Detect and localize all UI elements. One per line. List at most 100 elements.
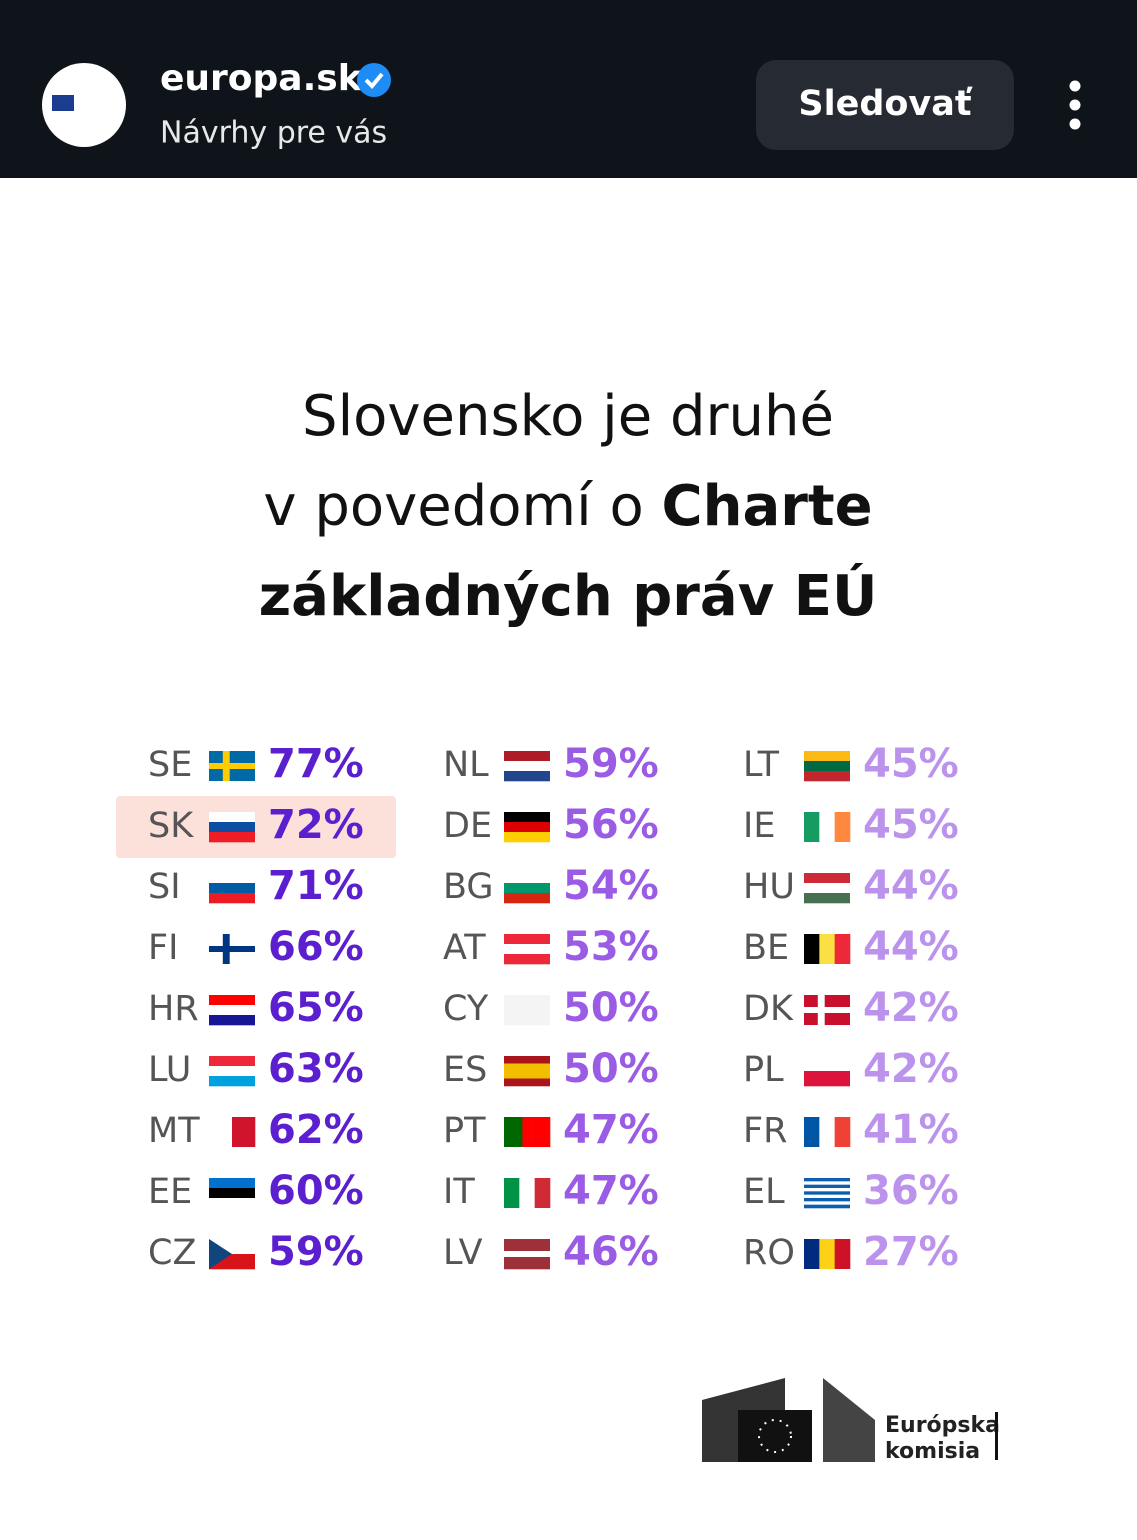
percentage: 42% xyxy=(863,985,959,1031)
account-subtitle: Návrhy pre vás xyxy=(160,116,387,151)
flag-part xyxy=(504,944,550,955)
verified-badge xyxy=(357,63,391,97)
flag xyxy=(209,1117,256,1147)
flag xyxy=(804,1239,851,1269)
flag-part xyxy=(804,751,850,762)
country-code: LT xyxy=(743,745,780,785)
avatar[interactable] xyxy=(42,63,126,147)
percentage: 36% xyxy=(863,1168,959,1214)
flag-part xyxy=(804,771,850,782)
title-bold: Charte xyxy=(662,474,873,539)
flag xyxy=(804,812,851,842)
flag xyxy=(209,1239,255,1270)
title-line: základných práv EÚ xyxy=(259,564,878,629)
flag xyxy=(209,873,255,904)
flag-part xyxy=(804,1239,820,1269)
account-name[interactable]: europa.sk xyxy=(160,58,363,99)
flag xyxy=(209,1178,255,1209)
flag-part xyxy=(804,1056,850,1072)
flag-part xyxy=(504,751,550,762)
flag-part xyxy=(834,812,851,842)
flag-part xyxy=(504,771,550,782)
flag xyxy=(804,873,850,904)
percentage: 62% xyxy=(268,1107,364,1153)
flag-part xyxy=(804,883,850,894)
flag-part xyxy=(504,954,550,965)
flag-part xyxy=(834,1239,851,1269)
country-code: MT xyxy=(148,1111,200,1151)
flag-part xyxy=(209,822,255,833)
ec-logo: Európska komisia xyxy=(702,1378,1000,1464)
country-grid: SE 77% SK 72% SI 71% FI 66% HR 65% LU 63% MT 62% EE 60%… xyxy=(148,741,959,1275)
percentage: 45% xyxy=(863,741,959,787)
percentage: 77% xyxy=(268,741,364,787)
flag-part xyxy=(209,873,255,884)
flag-part xyxy=(819,1239,835,1269)
country-code: CY xyxy=(443,989,489,1029)
flag-part xyxy=(804,1117,820,1147)
flag-part xyxy=(504,934,550,945)
flag-part xyxy=(804,1007,850,1013)
percentage: 44% xyxy=(863,924,959,970)
percentage: 54% xyxy=(563,863,659,909)
flag xyxy=(504,995,550,1026)
flag-part xyxy=(504,812,550,823)
country-code: IE xyxy=(743,806,775,846)
country-code: DE xyxy=(443,806,492,846)
flag xyxy=(504,1056,550,1087)
more-menu[interactable] xyxy=(1069,80,1081,130)
title-text: v povedomí o xyxy=(263,474,661,539)
flag-part xyxy=(504,1263,550,1270)
flag-part xyxy=(504,761,550,772)
flag-part xyxy=(232,1117,256,1147)
menu-dot xyxy=(1069,80,1081,92)
flag-part xyxy=(819,1117,835,1147)
country-code: SE xyxy=(148,745,192,785)
logo-building xyxy=(823,1378,875,1462)
country-code: AT xyxy=(443,928,486,968)
country-code: HU xyxy=(743,867,795,907)
country-code: EL xyxy=(743,1172,785,1212)
menu-dot xyxy=(1069,99,1081,111)
flag-part xyxy=(504,995,550,1026)
country-code: NL xyxy=(443,745,489,785)
percentage: 27% xyxy=(863,1229,959,1275)
avatar-flag xyxy=(52,95,74,111)
percentage: 47% xyxy=(563,1107,659,1153)
logo-stars xyxy=(758,1419,792,1453)
flag-part xyxy=(209,832,255,843)
flag-part xyxy=(504,1245,550,1252)
percentage: 71% xyxy=(268,863,364,909)
percentage: 50% xyxy=(563,985,659,1031)
flag-part xyxy=(804,1204,850,1209)
country-code: BE xyxy=(743,928,789,968)
flag-part xyxy=(504,1071,550,1079)
percentage: 44% xyxy=(863,863,959,909)
flag-part xyxy=(804,873,850,884)
flag-part xyxy=(540,1117,551,1147)
flag-part xyxy=(513,1117,523,1147)
flag-part xyxy=(209,1188,255,1199)
flag-part xyxy=(209,1117,233,1147)
percentage: 66% xyxy=(268,924,364,970)
flag xyxy=(804,751,850,782)
flag-part xyxy=(209,893,255,904)
follow-label[interactable]: Sledovať xyxy=(798,84,972,124)
percentage: 42% xyxy=(863,1046,959,1092)
flag-part xyxy=(504,1056,550,1064)
flag-part xyxy=(834,1117,851,1147)
flag xyxy=(504,934,550,965)
logo-flag xyxy=(738,1410,812,1462)
percentage: 65% xyxy=(268,985,364,1031)
percentage: 41% xyxy=(863,1107,959,1153)
follow-button[interactable] xyxy=(756,60,1014,150)
percentage: 53% xyxy=(563,924,659,970)
flag xyxy=(504,812,550,843)
flag xyxy=(209,1056,255,1087)
flag-part xyxy=(209,1178,255,1189)
percentage: 59% xyxy=(268,1229,364,1275)
flag-part xyxy=(209,1239,232,1269)
flag-part xyxy=(504,883,550,894)
